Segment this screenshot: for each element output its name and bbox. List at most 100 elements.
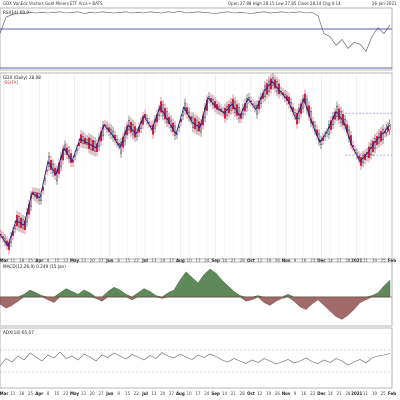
x-tick-label: 2021	[351, 258, 362, 263]
x-tick-label-bottom: 15	[54, 391, 60, 396]
x-tick-label: 27	[98, 258, 104, 263]
x-tick-label: Dec	[317, 258, 326, 263]
x-tick-label-bottom: 16	[301, 391, 307, 396]
price-panel: GDX (Daily) 28.08 -SS(FX) Mar 11 18 25 Apr 8 1…	[0, 72, 396, 263]
x-tick-label: 13	[81, 258, 87, 263]
x-tick-label: 15	[54, 258, 60, 263]
x-tick-label: 9	[294, 258, 297, 263]
x-tick-label: 20	[90, 258, 96, 263]
x-tick-label-bottom: 21	[337, 391, 343, 396]
x-tick-label-bottom: 15	[125, 391, 131, 396]
x-tick-label-bottom: 14	[328, 391, 334, 396]
x-tick-label-bottom: Nov	[282, 391, 291, 396]
x-tick-label-bottom: 28	[345, 391, 351, 396]
x-tick-label: Apr	[35, 258, 43, 263]
x-tick-label: 17	[195, 258, 201, 263]
x-tick-label: 10	[187, 258, 193, 263]
x-tick-label-bottom: 20	[90, 391, 96, 396]
x-tick-label-bottom: 13	[151, 391, 157, 396]
x-tick-label-bottom: 27	[169, 391, 175, 396]
x-tick-label-bottom: 22	[63, 391, 69, 396]
x-tick-label: 23	[310, 258, 316, 263]
x-tick-label: May	[70, 258, 80, 263]
x-tick-label: 26	[275, 258, 281, 263]
chart-header-title: GDX VanEck Vectors Gold Miners ETF Arca …	[3, 1, 103, 6]
x-tick-label-bottom: 2021	[351, 391, 362, 396]
chart-header-date: 26-Jan-2021	[372, 1, 397, 6]
x-tick-label: 16	[301, 258, 307, 263]
x-tick-label-bottom: Jun	[105, 391, 113, 396]
x-tick-label: 11	[363, 258, 369, 263]
adx-panel: ADX(14) 65.07	[0, 327, 393, 389]
x-tick-label-bottom: Feb	[388, 391, 396, 396]
x-tick-label-bottom: 25	[28, 391, 34, 396]
x-tick-label: 13	[151, 258, 157, 263]
x-tick-label-bottom: 11	[363, 391, 369, 396]
x-tick-label-bottom: 9	[294, 391, 297, 396]
macd-label: MACD(12,26,9) 0.249 (15 Jan)	[3, 264, 66, 269]
x-tick-label: 12	[257, 258, 263, 263]
x-tick-label: 25	[381, 258, 387, 263]
x-tick-label: Aug	[176, 258, 185, 263]
chart-header-ohlc: Open 27.88 High 28.15 Low 27.85 Close 28…	[228, 1, 341, 6]
x-tick-label-bottom: 19	[372, 391, 378, 396]
macd-negative-area	[0, 296, 390, 320]
x-tick-label-bottom: 14	[222, 391, 228, 396]
x-tick-label: 8	[117, 258, 120, 263]
x-tick-label-bottom: Aug	[176, 391, 185, 396]
x-tick-label-bottom: Sep	[211, 391, 220, 396]
x-tick-label: 20	[160, 258, 166, 263]
x-tick-label-bottom: May	[70, 391, 80, 396]
x-tick-label: Sep	[211, 258, 220, 263]
adx-label: ADX(14) 65.07	[3, 330, 34, 335]
x-tick-label-bottom: 18	[19, 391, 25, 396]
x-tick-label: 21	[231, 258, 237, 263]
x-tick-label: Feb	[388, 258, 396, 263]
price-sublabel: -SS(FX)	[3, 80, 19, 85]
rsi-label: RSI(14) 69.9	[3, 10, 29, 15]
x-tick-label: 14	[328, 258, 334, 263]
x-tick-label: 28	[240, 258, 246, 263]
candle-body	[74, 155, 76, 157]
adx-line	[0, 351, 391, 367]
x-tick-label-bottom: Apr	[35, 391, 43, 396]
x-tick-label: 22	[134, 258, 140, 263]
x-tick-label: 25	[28, 258, 34, 263]
x-tick-label-bottom: 19	[266, 391, 272, 396]
x-tick-label-bottom: 11	[10, 391, 16, 396]
x-tick-label-bottom: 25	[381, 391, 387, 396]
x-tick-label: Jul	[141, 258, 148, 263]
x-tick-label: 21	[337, 258, 343, 263]
x-tick-label: 11	[10, 258, 16, 263]
x-tick-label: Jun	[105, 258, 113, 263]
x-tick-label: 14	[222, 258, 228, 263]
x-tick-label: Oct	[247, 258, 255, 263]
x-tick-label-bottom: 12	[257, 391, 263, 396]
x-tick-label-bottom: 27	[98, 391, 104, 396]
trend-zigzag-line	[0, 80, 391, 248]
x-tick-label-bottom: Mar	[0, 391, 8, 396]
x-tick-label-bottom: 10	[187, 391, 193, 396]
x-tick-label: 28	[345, 258, 351, 263]
x-tick-label: 19	[372, 258, 378, 263]
x-tick-label-bottom: 23	[310, 391, 316, 396]
candle-body	[46, 170, 48, 172]
x-tick-label: 15	[125, 258, 131, 263]
x-tick-label-bottom: 13	[81, 391, 87, 396]
x-tick-label: 22	[63, 258, 69, 263]
x-tick-label-bottom: 8	[47, 391, 50, 396]
x-tick-label-bottom: Oct	[247, 391, 255, 396]
x-tick-label: 27	[169, 258, 175, 263]
macd-panel: MACD(12,26,9) 0.249 (15 Jan)	[0, 261, 393, 327]
x-tick-label-bottom: 24	[204, 391, 210, 396]
x-tick-label: Mar	[0, 258, 8, 263]
x-tick-label: 24	[204, 258, 210, 263]
x-tick-label: 19	[266, 258, 272, 263]
x-tick-label: 18	[19, 258, 25, 263]
x-tick-label-bottom: Dec	[317, 391, 326, 396]
x-tick-label-bottom: 28	[240, 391, 246, 396]
x-tick-label-bottom: 26	[275, 391, 281, 396]
x-tick-label-bottom: Jul	[141, 391, 148, 396]
rsi-panel: RSI(14) 69.9	[0, 7, 393, 71]
